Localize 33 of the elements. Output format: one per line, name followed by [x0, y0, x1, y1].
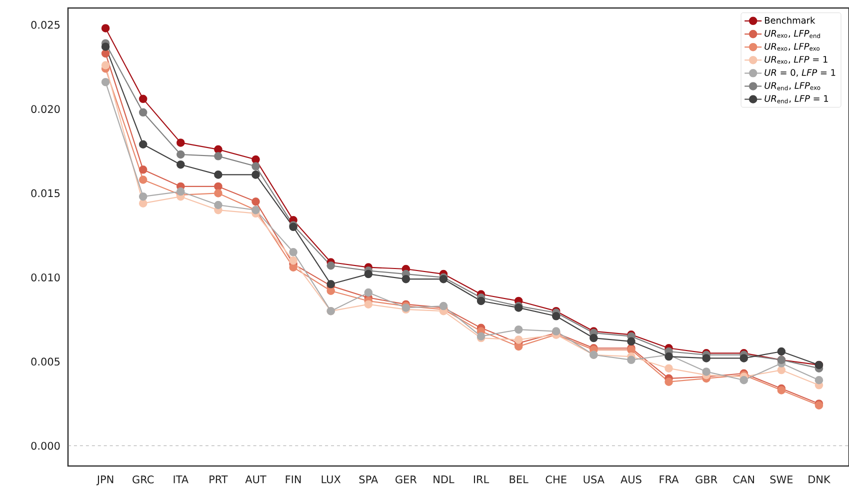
- x-tick-label: CAN: [733, 476, 754, 484]
- x-tick-label: AUS: [620, 476, 642, 484]
- x-tick-label: IRL: [474, 476, 490, 484]
- x-tick-label: ITA: [174, 476, 188, 484]
- legend-label: UR$_{end}$, LFP = 1: [764, 95, 828, 104]
- x-tick-label: LUX: [322, 476, 341, 484]
- x-tick-label: GER: [396, 476, 417, 484]
- y-tick-label: 0.020: [31, 105, 60, 113]
- y-tick-label: 0.015: [31, 189, 60, 198]
- x-tick-label: SWE: [770, 476, 793, 484]
- x-tick-label: PRT: [210, 476, 228, 484]
- legend-label: UR$_{exo}$, LFP$_{end}$: [764, 30, 820, 38]
- x-tick-label: BEL: [510, 476, 528, 484]
- x-tick-label: FIN: [286, 476, 301, 484]
- x-tick-label: FRA: [660, 476, 679, 484]
- x-tick-label: GRC: [132, 476, 154, 484]
- y-tick-label: 0.025: [31, 20, 60, 29]
- x-tick-label: JPN: [96, 476, 114, 486]
- x-tick-label: CHE: [546, 476, 566, 484]
- legend-label: Benchmark: [765, 16, 816, 24]
- x-tick-label: USA: [584, 476, 604, 484]
- legend-label: UR$_{exo}$, LFP = 1: [764, 56, 828, 64]
- x-tick-label: NDL: [434, 476, 454, 484]
- y-tick-label: 0.005: [31, 358, 60, 366]
- legend-label: UR$_{exo}$, LFP$_{exo}$: [764, 43, 820, 51]
- y-tick-label: 0.000: [31, 442, 60, 450]
- x-tick-label: DNK: [808, 476, 831, 484]
- legend-label: UR = 0, LFP = 1: [764, 69, 836, 77]
- x-tick-label: GBR: [696, 476, 718, 484]
- x-tick-label: AUT: [245, 476, 266, 484]
- legend-label: UR$_{end}$, LFP$_{exo}$: [764, 82, 820, 90]
- x-tick-label: SPA: [359, 476, 378, 484]
- y-tick-label: 0.010: [31, 273, 60, 282]
